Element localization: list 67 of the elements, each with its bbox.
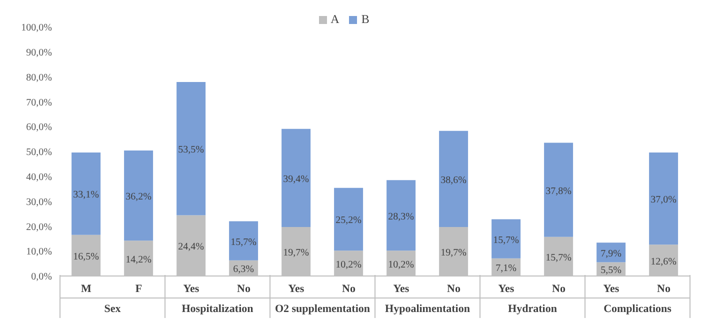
data-label: 5,5% [600,265,622,276]
legend-label: B [361,12,370,26]
bar [439,130,468,227]
data-label: 36,2% [126,192,152,203]
bar [334,188,364,251]
x-tick-label: Yes [393,283,410,295]
text: Complications [604,303,672,315]
text: Hospitalization [182,303,254,315]
legend-label: A [330,12,340,26]
y-tick-label: 90,0% [26,47,52,58]
bar [544,142,574,237]
x-tick-label: F [135,283,142,295]
data-label: 33,1% [73,190,99,201]
x-tick-label: No [447,283,461,295]
bar [229,221,258,260]
data-label: 7,1% [496,263,516,274]
x-tick-label: No [552,283,566,295]
data-label: 19,7% [440,247,466,258]
x-tick-label: Yes [603,283,620,295]
x-tick-label: Yes [183,283,200,295]
data-label: 14,2% [126,254,152,266]
data-label: 24,4% [178,242,204,253]
bar [492,219,521,258]
y-tick-label: 0,0% [31,272,52,283]
data-label: 53,5% [178,144,204,156]
bar [176,82,206,216]
y-tick-label: 20,0% [26,222,52,233]
text: O2 supplementation [274,303,370,315]
x-tick-label: No [342,283,356,295]
y-tick-label: 70,0% [26,97,52,108]
bar [282,128,311,227]
data-label: 15,7% [230,236,256,248]
y-tick-label: 10,0% [26,246,52,258]
bar [72,152,101,235]
data-label: 39,4% [283,174,309,185]
text: Sex [104,303,122,315]
data-label: 37,0% [650,194,676,206]
data-label: 16,5% [73,251,99,262]
x-tick-label: Yes [498,283,515,295]
data-label: 38,6% [440,174,466,186]
data-label: 10,2% [388,259,414,270]
data-label: 6,3% [233,264,254,276]
x-tick-label: Yes [288,283,305,295]
data-label: 15,7% [546,252,572,264]
text: Hypoalimentation [385,303,470,315]
bar [124,150,154,241]
bar [386,180,416,251]
data-label: 12,6% [650,256,676,268]
y-tick-label: 50,0% [26,147,52,158]
data-label: 7,9% [600,248,622,260]
x-tick-label: M [81,283,92,295]
data-label: 10,2% [336,259,362,270]
y-tick-label: 80,0% [26,72,52,84]
text: Hydration [508,303,557,315]
y-tick-label: 40,0% [26,172,52,183]
bar [596,242,626,262]
data-label: 28,3% [388,211,414,222]
bar [649,152,678,245]
data-label: 37,8% [546,186,572,197]
data-label: 15,7% [493,234,519,246]
data-label: 19,7% [283,247,309,258]
x-tick-label: No [237,283,251,295]
x-tick-label: No [657,283,671,295]
y-tick-label: 100,0% [21,22,52,34]
y-tick-label: 30,0% [26,196,52,208]
data-label: 25,2% [336,215,362,226]
y-tick-label: 60,0% [26,122,52,134]
